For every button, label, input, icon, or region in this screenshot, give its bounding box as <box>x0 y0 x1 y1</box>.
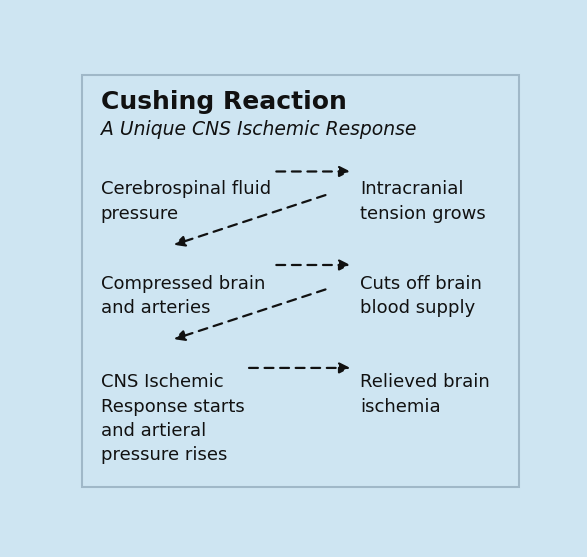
Text: Relieved brain
ischemia: Relieved brain ischemia <box>360 374 490 416</box>
Text: Cushing Reaction: Cushing Reaction <box>101 90 346 114</box>
Text: A Unique CNS Ischemic Response: A Unique CNS Ischemic Response <box>101 120 416 139</box>
Text: Cerebrospinal fluid
pressure: Cerebrospinal fluid pressure <box>101 180 271 223</box>
Text: Cuts off brain
blood supply: Cuts off brain blood supply <box>360 275 482 317</box>
Text: Compressed brain
and arteries: Compressed brain and arteries <box>101 275 265 317</box>
Text: CNS Ischemic
Response starts
and artieral
pressure rises: CNS Ischemic Response starts and artiera… <box>101 374 244 465</box>
Text: Intracranial
tension grows: Intracranial tension grows <box>360 180 485 223</box>
